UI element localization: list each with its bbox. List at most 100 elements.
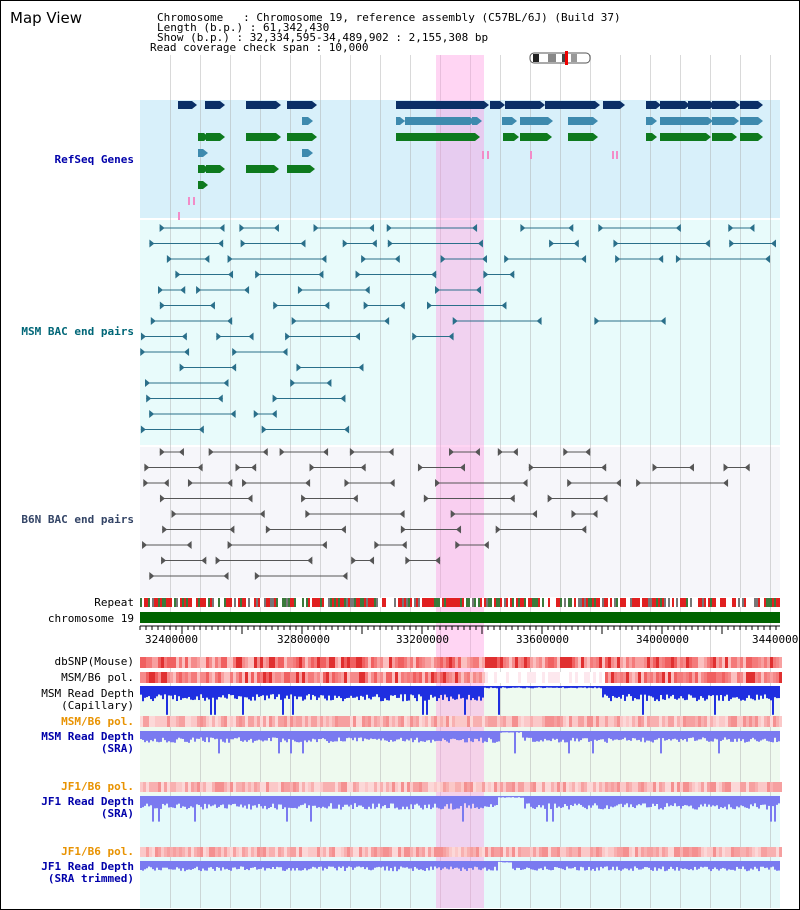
read-depth-bin [410, 731, 412, 739]
polymorphism-bin [254, 672, 257, 683]
repeat-element [242, 598, 244, 607]
read-depth-bin [278, 796, 280, 805]
read-depth-bin [168, 686, 170, 696]
read-depth-bin [570, 796, 572, 806]
read-depth-bin [158, 861, 160, 870]
repeat-element [142, 598, 144, 607]
msm-bac-pair-end-marker [613, 239, 619, 248]
read-depth-bin [520, 731, 522, 733]
polymorphism-bin [194, 847, 197, 857]
read-depth-bin [392, 861, 394, 872]
polymorphism-bin [656, 782, 659, 792]
msm-bac-pair-end-marker [297, 286, 303, 294]
read-depth-bin [240, 686, 242, 697]
polymorphism-bin [575, 782, 578, 792]
polymorphism-bin [644, 657, 647, 668]
polymorphism-bin [590, 716, 593, 727]
read-depth-bin [340, 796, 342, 810]
read-depth-bin [520, 796, 522, 798]
polymorphism-bin [689, 657, 692, 668]
repeat-element [462, 598, 464, 607]
polymorphism-bin [695, 657, 698, 668]
polymorphism-bin [728, 847, 731, 857]
repeat-element [718, 598, 720, 607]
read-depth-bin [616, 731, 618, 740]
read-depth-bin [260, 686, 262, 697]
repeat-element [634, 598, 636, 607]
msm-bac-pair-end-marker [448, 332, 454, 341]
polymorphism-bin [737, 847, 740, 857]
read-depth-bin [268, 796, 270, 809]
repeat-element [414, 598, 416, 607]
gene-tick [188, 197, 190, 205]
read-depth-bin [470, 686, 472, 701]
msm-bac-pair-end-marker [472, 224, 478, 232]
grid-line [470, 55, 471, 908]
read-depth-bin [260, 731, 262, 741]
read-depth-bin [238, 796, 240, 807]
selected-region-highlight[interactable] [436, 55, 484, 908]
polymorphism-bin [701, 847, 704, 857]
read-depth-bin [714, 686, 716, 715]
polymorphism-bin [341, 672, 344, 683]
repeat-element [754, 598, 756, 607]
repeat-element [236, 598, 238, 607]
repeat-element [380, 598, 382, 607]
read-depth-bin [750, 731, 752, 740]
repeat-element [710, 598, 712, 607]
read-depth-bin [242, 686, 244, 715]
repeat-element [624, 598, 626, 607]
polymorphism-bin [761, 782, 764, 792]
read-depth-bin [578, 686, 580, 688]
polymorphism-bin [314, 672, 317, 683]
polymorphism-bin [428, 782, 431, 792]
read-depth-bin [662, 686, 664, 700]
read-depth-bin [362, 731, 364, 742]
repeat-element [564, 598, 566, 607]
polymorphism-bin [578, 847, 581, 857]
gene-strand-arrow [192, 101, 197, 109]
gene-feature [502, 117, 512, 125]
polymorphism-bin [506, 657, 509, 668]
repeat-element [706, 598, 708, 607]
read-depth-bin [220, 796, 222, 806]
read-depth-bin [286, 861, 288, 870]
read-depth-bin [330, 861, 332, 867]
polymorphism-bin [248, 716, 251, 727]
polymorphism-bin [191, 657, 194, 668]
msm-bac-pair-end-marker [482, 255, 488, 263]
read-depth-bin [500, 796, 502, 798]
polymorphism-bin [692, 782, 695, 792]
polymorphism-bin [143, 657, 146, 668]
repeat-element [580, 598, 582, 607]
grid-line [650, 55, 651, 908]
polymorphism-bin [281, 716, 284, 727]
polymorphism-bin [731, 672, 734, 683]
polymorphism-bin [551, 782, 554, 792]
polymorphism-bin [539, 782, 542, 792]
repeat-element [268, 598, 270, 607]
read-depth-bin [676, 861, 678, 868]
b6n-bac-pair-end-marker [342, 572, 348, 580]
read-depth-bin [150, 731, 152, 741]
repeat-element [392, 598, 394, 607]
polymorphism-bin [638, 657, 641, 668]
read-depth-bin [666, 861, 668, 871]
polymorphism-bin [752, 847, 755, 857]
polymorphism-bin [284, 672, 287, 683]
polymorphism-bin [599, 716, 602, 727]
read-depth-bin [298, 861, 300, 871]
read-depth-bin [396, 861, 398, 872]
polymorphism-bin [212, 847, 215, 857]
msm-bac-pair-end-marker [771, 239, 776, 248]
repeat-element [598, 598, 600, 607]
read-depth-bin [344, 861, 346, 871]
read-depth-bin [182, 686, 184, 699]
read-depth-bin [236, 861, 238, 870]
msm-bac-pair-end-marker [749, 224, 755, 232]
polymorphism-bin [746, 782, 749, 792]
read-depth-bin [688, 796, 690, 807]
read-depth-bin [432, 861, 434, 870]
